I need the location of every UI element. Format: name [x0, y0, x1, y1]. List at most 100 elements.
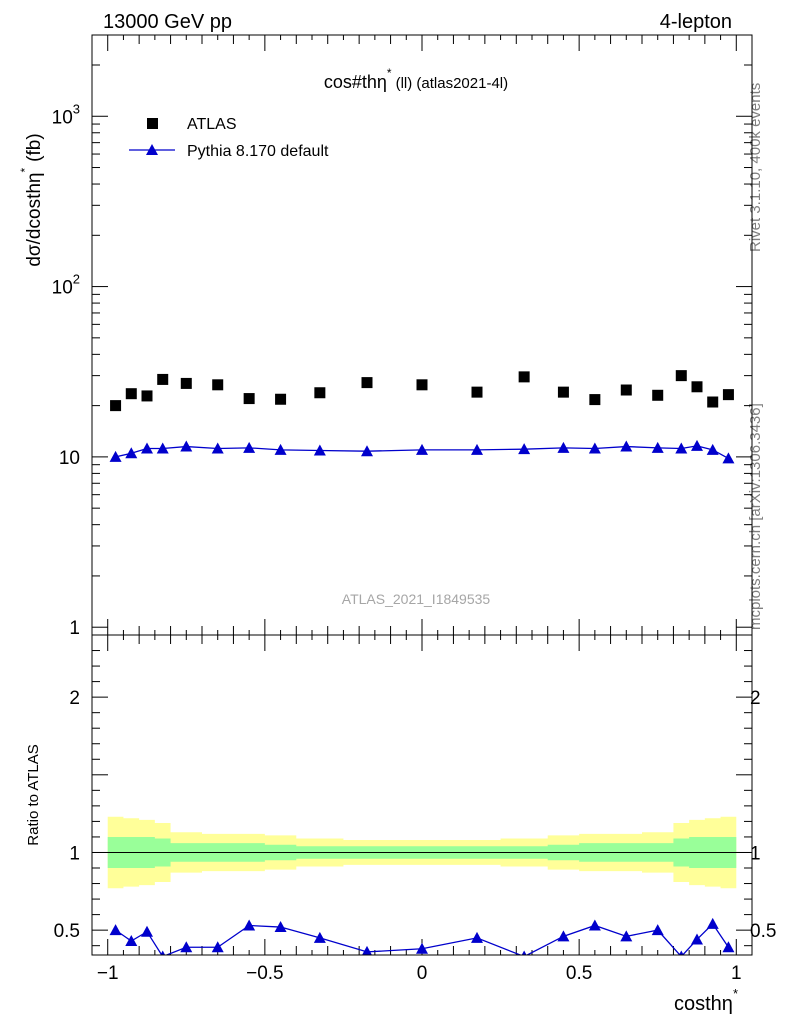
ratio-panel: 0.5 0.5 1 1 2 2 −1 −0.5 0 0.5 1 Ratio to ATLAS cos…	[25, 634, 777, 1015]
atlas-marker	[157, 373, 169, 385]
pythia-marker	[361, 445, 373, 457]
ratio-pythia-marker	[521, 950, 527, 955]
atlas-marker	[141, 390, 153, 402]
atlas-marker	[416, 379, 428, 391]
atlas-marker	[589, 394, 601, 406]
atlas-marker	[722, 389, 734, 401]
pythia-marker	[156, 442, 169, 454]
pythia-marker	[416, 443, 428, 455]
mcplots-label: mcplots.cern.ch [arXiv:1306.3436]	[747, 403, 764, 630]
pythia-marker	[109, 450, 122, 462]
ratio-pythia-marker	[471, 931, 483, 943]
ratio-pythia-marker	[588, 919, 601, 931]
watermark: ATLAS_2021_I1849535	[342, 591, 491, 607]
rivet-label: Rivet 3.1.10, 400k events	[747, 83, 764, 252]
pythia-marker	[125, 447, 138, 459]
pythia-marker	[313, 444, 326, 456]
ratio-y-axis-label: Ratio to ATLAS	[25, 744, 42, 845]
pythia-marker	[722, 452, 735, 464]
atlas-marker	[110, 400, 122, 412]
atlas-marker	[243, 393, 255, 405]
atlas-marker	[675, 370, 687, 382]
ratio-pythia-marker	[651, 924, 664, 936]
ratio-pythia-marker	[141, 925, 153, 937]
x-tick-label: 1	[731, 963, 742, 984]
pythia-marker	[518, 443, 531, 455]
ratio-pythia-marker	[313, 931, 326, 943]
pythia-marker	[588, 442, 601, 454]
atlas-marker	[125, 388, 137, 400]
x-axis-label: costhη*	[674, 986, 738, 1015]
ratio-pythia-marker	[160, 950, 166, 955]
atlas-marker	[620, 384, 632, 396]
pythia-marker	[141, 442, 153, 454]
atlas-marker	[275, 393, 287, 405]
main-axis-ticks	[92, 34, 752, 635]
ratio-pythia-marker	[691, 933, 703, 945]
main-y-axis-label: dσ/dcosthη*(fb)	[18, 133, 45, 266]
ratio-frame	[91, 634, 753, 956]
ratio-y-tick-label-right: 1	[750, 843, 761, 864]
atlas-marker	[557, 386, 569, 398]
ratio-pythia-marker	[706, 917, 719, 929]
ratio-pythia-marker	[557, 930, 570, 942]
ratio-pythia-marker	[362, 945, 372, 955]
pythia-marker	[706, 443, 719, 455]
ratio-y-tick-label: 0.5	[54, 921, 80, 942]
ratio-pythia-marker	[243, 919, 256, 931]
pythia-marker	[243, 441, 256, 453]
pythia-marker	[675, 442, 688, 454]
pythia-marker	[180, 440, 193, 452]
atlas-marker	[707, 396, 719, 408]
atlas-marker	[314, 387, 326, 399]
pythia-marker	[274, 443, 287, 455]
ratio-y-tick-label-right: 2	[750, 688, 761, 709]
x-tick-label: −0.5	[246, 963, 284, 984]
ratio-y-tick-label: 1	[69, 843, 80, 864]
y-tick-label: 10	[59, 448, 80, 469]
y-tick-label: 1	[69, 618, 80, 639]
legend-atlas-label: ATLAS	[187, 116, 237, 133]
pythia-marker	[620, 440, 633, 452]
ratio-pythia-marker	[211, 941, 224, 953]
x-tick-label: −1	[97, 963, 119, 984]
ratio-pythia-marker	[416, 942, 428, 954]
atlas-marker	[652, 389, 664, 401]
ratio-tick-labels: 0.5 0.5 1 1 2 2 −1 −0.5 0 0.5 1	[54, 688, 777, 984]
x-tick-label: 0	[417, 963, 428, 984]
atlas-marker	[361, 377, 373, 389]
ratio-pythia-marker	[274, 921, 287, 933]
legend-atlas-marker	[147, 118, 158, 129]
ratio-pythia-marker	[125, 935, 138, 947]
legend-pythia-label: Pythia 8.170 default	[187, 143, 329, 160]
legend: ATLAS Pythia 8.170 default	[129, 116, 329, 160]
pythia-marker	[651, 441, 664, 453]
atlas-marker	[180, 377, 192, 389]
pythia-marker	[211, 442, 224, 454]
ratio-plot-area	[109, 917, 735, 955]
pythia-marker	[471, 443, 483, 455]
main-plot-area	[109, 370, 735, 464]
header-right: 4-lepton	[660, 11, 732, 33]
ratio-pythia-marker	[180, 941, 193, 953]
ratio-pythia-marker	[109, 924, 122, 936]
ratio-pythia-marker	[678, 950, 684, 955]
main-y-tick-labels: 1 10 102 103	[52, 101, 80, 639]
main-panel: 1 10 102 103 cos#thη*(ll) (atlas2021-4l) dσ…	[18, 34, 753, 639]
atlas-marker	[691, 381, 703, 393]
pythia-marker	[691, 439, 703, 451]
atlas-marker	[518, 371, 530, 383]
legend-pythia-marker	[146, 144, 158, 155]
ratio-y-tick-label-right: 0.5	[750, 921, 776, 942]
pythia-marker	[557, 441, 570, 453]
main-title: cos#thη*(ll) (atlas2021-4l)	[324, 66, 508, 92]
ratio-y-tick-label: 2	[69, 688, 80, 709]
atlas-marker	[212, 379, 224, 391]
ratio-pythia-marker	[722, 941, 735, 953]
ratio-uncertainty-bands	[92, 816, 752, 889]
ratio-axis-ticks	[92, 635, 752, 955]
header-left: 13000 GeV pp	[103, 11, 232, 33]
y-tick-label: 103	[52, 101, 80, 128]
ratio-pythia-marker	[620, 930, 633, 942]
y-tick-label: 102	[52, 272, 80, 299]
